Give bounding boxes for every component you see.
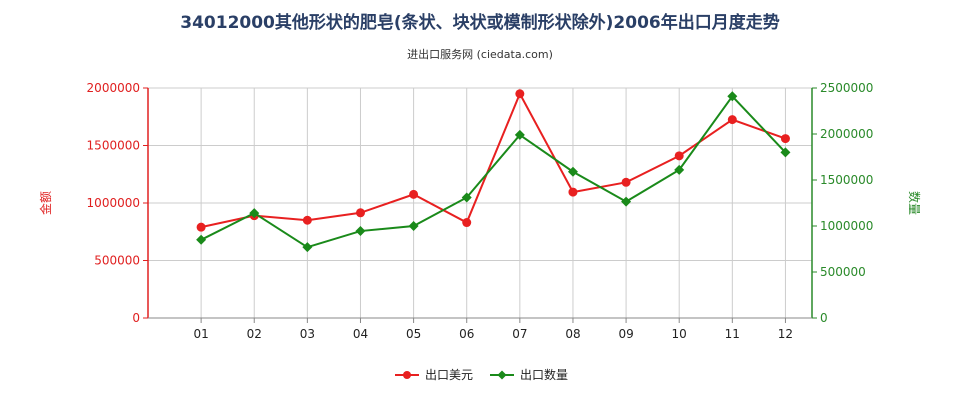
legend-label-1: 出口美元 <box>425 368 473 382</box>
data-point-1 <box>515 89 525 99</box>
y-tick-label-left: 1500000 <box>87 139 140 153</box>
data-point-2 <box>727 91 738 102</box>
x-tick-label: 08 <box>565 327 580 341</box>
legend-marker-1 <box>403 371 411 379</box>
y-tick-label-left: 2000000 <box>87 81 140 95</box>
data-point-1 <box>462 218 472 228</box>
data-point-2 <box>196 234 207 245</box>
data-point-2 <box>567 166 578 177</box>
data-point-1 <box>302 215 312 225</box>
data-point-1 <box>568 187 578 197</box>
data-point-2 <box>461 192 472 203</box>
data-point-2 <box>621 196 632 207</box>
data-point-2 <box>302 242 313 253</box>
data-point-1 <box>780 134 790 144</box>
series-line-1 <box>200 91 786 229</box>
y-tick-label-right: 500000 <box>820 265 866 279</box>
series-layer <box>196 89 791 253</box>
x-tick-label: 07 <box>512 327 527 341</box>
data-point-2 <box>355 226 366 237</box>
data-point-2 <box>780 147 791 158</box>
data-point-2 <box>674 164 685 175</box>
data-point-2 <box>408 221 419 231</box>
x-tick-label: 02 <box>247 327 262 341</box>
data-point-1 <box>196 222 206 232</box>
legend-label-2: 出口数量 <box>520 367 568 382</box>
data-point-1 <box>355 208 365 218</box>
y-tick-label-left: 0 <box>132 311 140 325</box>
y-tick-label-left: 500000 <box>94 254 140 268</box>
x-tick-label: 12 <box>778 327 793 341</box>
data-point-1 <box>727 115 737 125</box>
x-tick-label: 03 <box>300 327 315 341</box>
y-tick-label-right: 2000000 <box>820 127 873 141</box>
data-point-2 <box>514 129 525 140</box>
data-point-1 <box>409 189 419 199</box>
x-tick-label: 09 <box>618 327 633 341</box>
x-tick-label: 10 <box>672 327 687 341</box>
y-tick-label-right: 2500000 <box>820 81 873 95</box>
data-point-2 <box>249 208 260 219</box>
x-tick-label: 11 <box>725 327 740 341</box>
axes: 0 500000 1000000 1500000 2000000 0 500000 10000… <box>87 81 874 341</box>
series-line-2 <box>200 94 787 249</box>
y-tick-label-right: 0 <box>820 311 828 325</box>
y-axis-label-left: 金额 <box>38 191 53 215</box>
x-tick-label: 01 <box>193 327 208 341</box>
y-tick-label-left: 1000000 <box>87 196 140 210</box>
legend-marker-2 <box>497 370 507 380</box>
data-point-1 <box>621 177 631 187</box>
x-tick-label: 06 <box>459 327 474 341</box>
legend: 出口美元 出口数量 <box>395 367 568 382</box>
y-axis-label-right: 数量 <box>907 191 922 215</box>
y-tick-label-right: 1000000 <box>820 219 873 233</box>
data-point-1 <box>674 151 684 161</box>
x-tick-label: 04 <box>353 327 368 341</box>
chart-title: 34012000其他形状的肥皂(条状、块状或模制形状除外)2006年出口月度走势 <box>180 13 780 33</box>
x-tick-label: 05 <box>406 327 421 341</box>
chart-subtitle: 进出口服务网 (ciedata.com) <box>407 48 553 61</box>
y-tick-label-right: 1500000 <box>820 173 873 187</box>
